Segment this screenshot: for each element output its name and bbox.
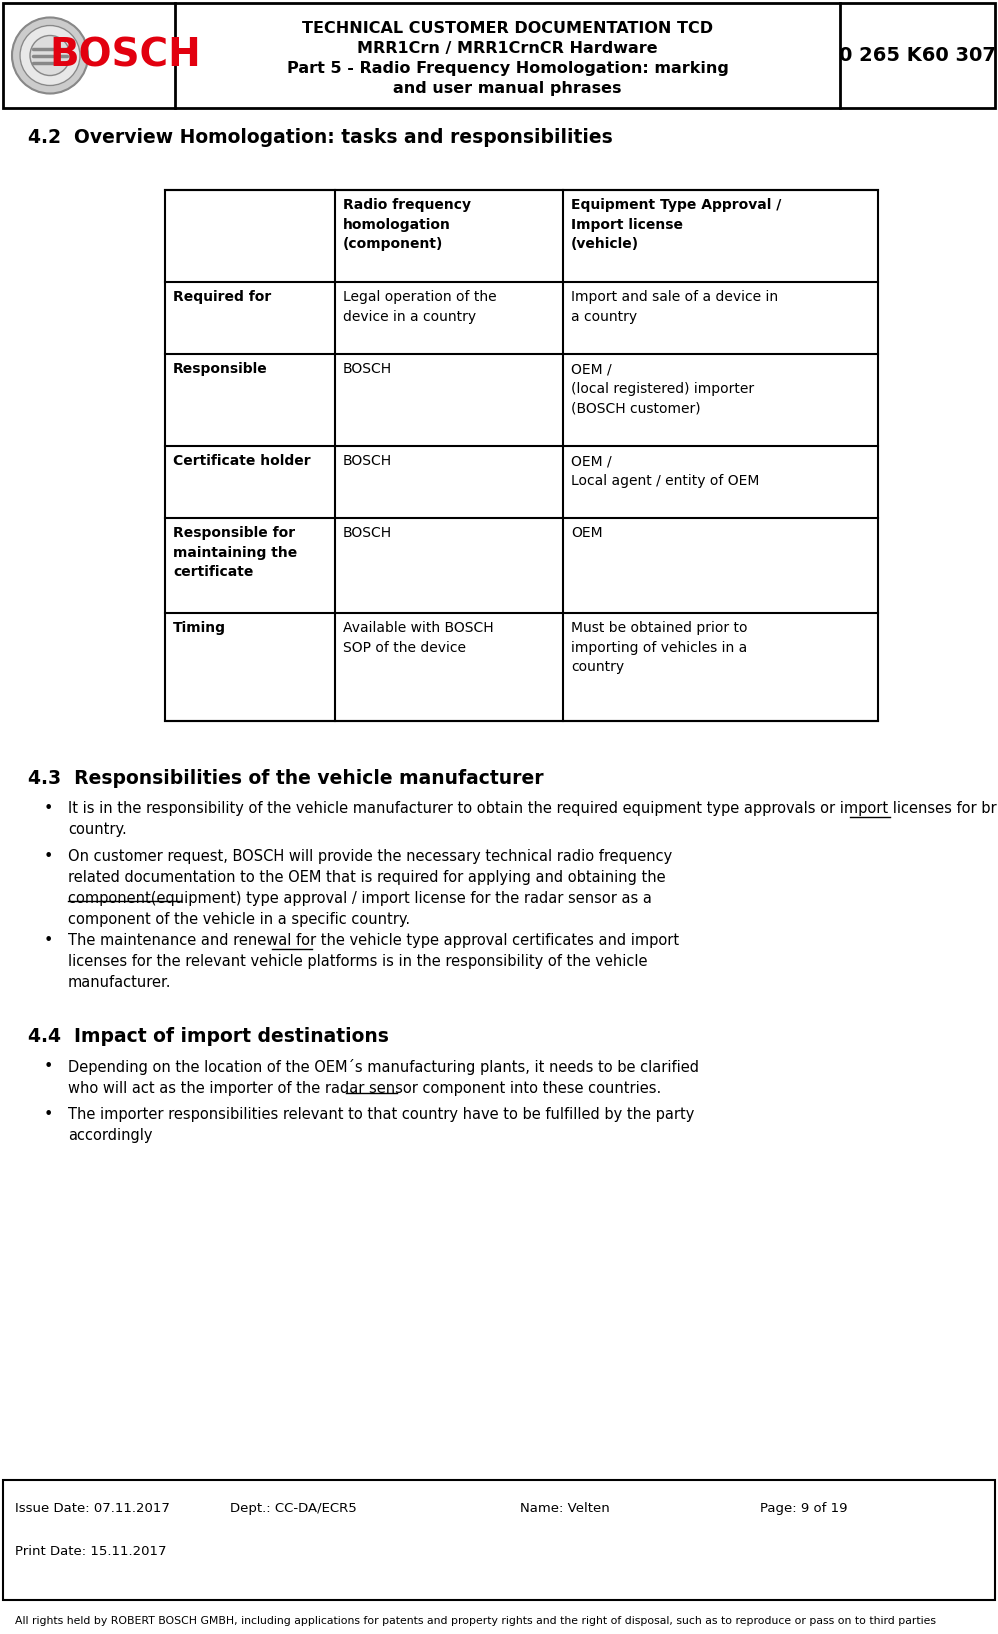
Bar [3, 3, 995, 108]
Text: Timing: Timing [173, 621, 226, 636]
Text: Responsible: Responsible [173, 363, 267, 376]
Text: OEM /
(local registered) importer
(BOSCH customer): OEM / (local registered) importer (BOSCH… [571, 363, 754, 415]
Text: BOSCH: BOSCH [343, 454, 392, 467]
Text: 4.3  Responsibilities of the vehicle manufacturer: 4.3 Responsibilities of the vehicle manu… [28, 770, 544, 788]
Text: Must be obtained prior to
importing of vehicles in a
country: Must be obtained prior to importing of v… [571, 621, 748, 673]
Bar [3, 1480, 995, 1600]
Text: •: • [43, 850, 53, 864]
Text: Responsible for
maintaining the
certificate: Responsible for maintaining the certific… [173, 526, 297, 578]
Text: Dept.: CC-DA/ECR5: Dept.: CC-DA/ECR5 [230, 1502, 356, 1515]
Bar [165, 190, 878, 721]
Text: Legal operation of the
device in a country: Legal operation of the device in a count… [343, 289, 497, 324]
Text: Equipment Type Approval /
Import license
(vehicle): Equipment Type Approval / Import license… [571, 198, 781, 252]
Text: The maintenance and renewal for the vehicle type approval certificates and impor: The maintenance and renewal for the vehi… [68, 933, 679, 990]
Text: Radio frequency
homologation
(component): Radio frequency homologation (component) [343, 198, 471, 252]
Text: Page: 9 of 19: Page: 9 of 19 [760, 1502, 847, 1515]
Text: 4.2  Overview Homologation: tasks and responsibilities: 4.2 Overview Homologation: tasks and res… [28, 127, 613, 147]
Text: TECHNICAL CUSTOMER DOCUMENTATION TCD: TECHNICAL CUSTOMER DOCUMENTATION TCD [302, 21, 713, 36]
Text: Import and sale of a device in
a country: Import and sale of a device in a country [571, 289, 778, 324]
Circle shape [30, 36, 70, 75]
Text: •: • [43, 801, 53, 815]
Text: Depending on the location of the OEM´s manufacturing plants, it needs to be clar: Depending on the location of the OEM´s m… [68, 1059, 699, 1096]
Text: •: • [43, 933, 53, 948]
Text: Print Date: 15.11.2017: Print Date: 15.11.2017 [15, 1546, 167, 1557]
Text: •: • [43, 1106, 53, 1123]
Text: Available with BOSCH
SOP of the device: Available with BOSCH SOP of the device [343, 621, 494, 655]
Text: All rights held by ROBERT BOSCH GMBH, including applications for patents and pro: All rights held by ROBERT BOSCH GMBH, in… [15, 1616, 936, 1626]
Circle shape [20, 26, 80, 85]
Text: Required for: Required for [173, 289, 271, 304]
Text: Issue Date: 07.11.2017: Issue Date: 07.11.2017 [15, 1502, 170, 1515]
Text: It is in the responsibility of the vehicle manufacturer to obtain the required e: It is in the responsibility of the vehic… [68, 801, 998, 837]
Text: OEM /
Local agent / entity of OEM: OEM / Local agent / entity of OEM [571, 454, 759, 487]
Text: Certificate holder: Certificate holder [173, 454, 310, 467]
Text: OEM: OEM [571, 526, 603, 539]
Text: On customer request, BOSCH will provide the necessary technical radio frequency
: On customer request, BOSCH will provide … [68, 850, 673, 926]
Text: 4.4  Impact of import destinations: 4.4 Impact of import destinations [28, 1028, 389, 1046]
Text: Name: Velten: Name: Velten [520, 1502, 610, 1515]
Text: BOSCH: BOSCH [343, 526, 392, 539]
Circle shape [12, 18, 88, 93]
Text: BOSCH: BOSCH [343, 363, 392, 376]
Text: and user manual phrases: and user manual phrases [393, 82, 622, 96]
Text: The importer responsibilities relevant to that country have to be fulfilled by t: The importer responsibilities relevant t… [68, 1106, 695, 1144]
Text: •: • [43, 1059, 53, 1074]
Text: 0 265 K60 307: 0 265 K60 307 [839, 46, 996, 65]
Text: MRR1Crn / MRR1CrnCR Hardware: MRR1Crn / MRR1CrnCR Hardware [357, 41, 658, 56]
Text: BOSCH: BOSCH [49, 36, 201, 75]
Text: Part 5 - Radio Frequency Homologation: marking: Part 5 - Radio Frequency Homologation: m… [286, 60, 729, 77]
